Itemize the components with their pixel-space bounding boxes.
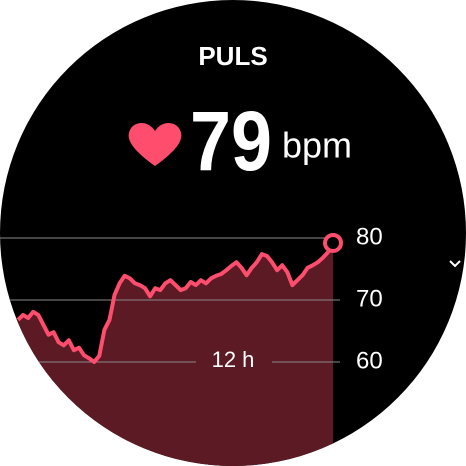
title: PULS: [198, 41, 267, 71]
line: [16, 242, 335, 364]
y-tick-label: 70: [356, 285, 383, 312]
scroll-chevron[interactable]: [449, 260, 461, 268]
y-tick-label: 60: [356, 347, 383, 374]
heart-rate-unit: bpm: [282, 125, 352, 166]
annotation: 12 h: [212, 347, 255, 372]
annotation-bg: [196, 346, 272, 376]
y-tick-label: 80: [356, 223, 383, 250]
area-fill: [0, 243, 333, 466]
heart-rate-value: 79: [190, 94, 272, 188]
end-point: [323, 232, 343, 253]
chart: 12 h: [0, 232, 343, 466]
heart-icon: [128, 123, 182, 166]
